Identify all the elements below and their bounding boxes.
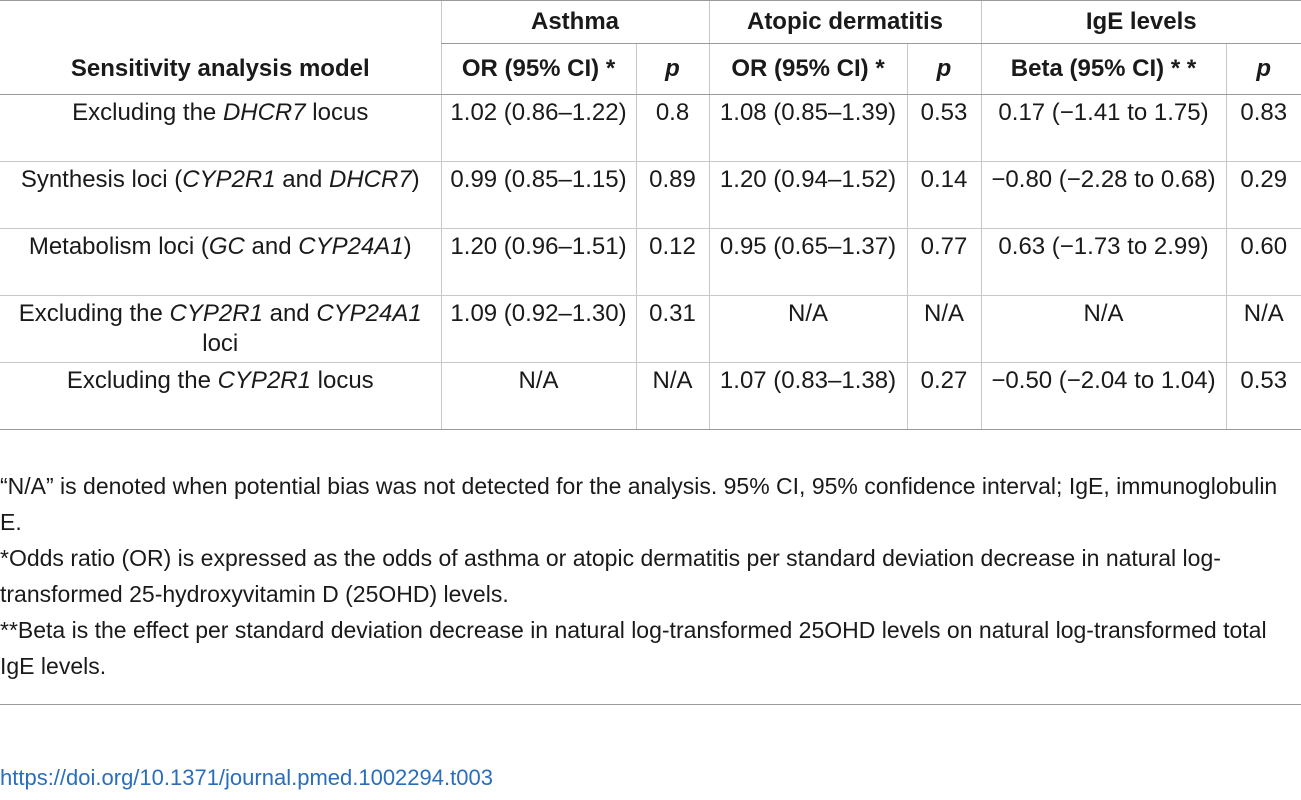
gene-name: CYP2R1: [182, 166, 276, 193]
column-header-model: Sensitivity analysis model: [0, 43, 441, 95]
model-text: and: [275, 166, 329, 193]
column-header-or-asthma: OR (95% CI) *: [440, 43, 636, 95]
or-atopic-cell: 1.20 (0.94–1.52): [708, 161, 907, 229]
p-asthma-cell: 0.89: [635, 161, 709, 229]
p-asthma-cell: N/A: [635, 362, 709, 430]
header-empty-cell: [0, 0, 441, 44]
gene-name: CYP2R1: [217, 367, 311, 394]
p-asthma-cell: 0.31: [635, 295, 709, 363]
model-text: loci: [202, 330, 239, 357]
group-header-row: Asthma Atopic dermatitis IgE levels: [0, 0, 1301, 44]
footnote-beta: **Beta is the effect per standard deviat…: [0, 617, 1267, 679]
model-text: Synthesis loci (: [20, 166, 183, 193]
p-ige-cell: 0.53: [1225, 362, 1301, 430]
table-container: Asthma Atopic dermatitis IgE levels Sens…: [0, 0, 1301, 430]
beta-ige-cell: 0.17 (−1.41 to 1.75): [980, 94, 1226, 162]
or-atopic-cell: 1.08 (0.85–1.39): [708, 94, 907, 162]
or-asthma-cell: 1.02 (0.86–1.22): [440, 94, 636, 162]
p-ige-cell: 0.29: [1225, 161, 1301, 229]
gene-name: DHCR7: [222, 99, 306, 126]
table-row: Metabolism loci (GC and CYP24A1) 1.20 (0…: [0, 228, 1301, 296]
table-row: Synthesis loci (CYP2R1 and DHCR7) 0.99 (…: [0, 161, 1301, 229]
p-atopic-cell: 0.53: [906, 94, 981, 162]
column-header-p-asthma: p: [635, 43, 709, 95]
p-atopic-cell: 0.77: [906, 228, 981, 296]
p-atopic-cell: 0.14: [906, 161, 981, 229]
model-text: locus: [305, 99, 369, 126]
gene-name: GC: [208, 233, 245, 260]
group-header-ige-levels: IgE levels: [980, 0, 1301, 44]
gene-name: CYP2R1: [169, 300, 263, 327]
table-row: Excluding the CYP2R1 locus N/A N/A 1.07 …: [0, 362, 1301, 430]
or-asthma-cell: N/A: [440, 362, 636, 430]
model-cell: Synthesis loci (CYP2R1 and DHCR7): [0, 161, 441, 229]
gene-name: CYP24A1: [316, 300, 422, 327]
beta-ige-cell: N/A: [980, 295, 1226, 363]
p-atopic-cell: 0.27: [906, 362, 981, 430]
table-row: Excluding the CYP2R1 and CYP24A1 loci 1.…: [0, 295, 1301, 363]
footnote-na: “N/A” is denoted when potential bias was…: [0, 473, 1278, 535]
gene-name: CYP24A1: [298, 233, 404, 260]
table-footnotes: “N/A” is denoted when potential bias was…: [0, 468, 1301, 705]
p-ige-cell: N/A: [1225, 295, 1301, 363]
model-text: and: [244, 233, 299, 260]
model-text: Metabolism loci (: [28, 233, 209, 260]
p-asthma-cell: 0.8: [635, 94, 709, 162]
model-cell: Excluding the DHCR7 locus: [0, 95, 441, 162]
column-header-beta-ige: Beta (95% CI) * *: [980, 43, 1226, 95]
p-ige-cell: 0.83: [1225, 94, 1301, 162]
or-atopic-cell: 0.95 (0.65–1.37): [708, 228, 907, 296]
footnote-odds-ratio: *Odds ratio (OR) is expressed as the odd…: [0, 545, 1221, 607]
group-header-asthma: Asthma: [440, 0, 709, 44]
column-header-p-atopic: p: [906, 43, 981, 95]
sensitivity-analysis-table: Asthma Atopic dermatitis IgE levels Sens…: [0, 0, 1301, 430]
column-header-row: Sensitivity analysis model OR (95% CI) *…: [0, 43, 1301, 95]
column-header-p-ige: p: [1225, 43, 1301, 95]
beta-ige-cell: 0.63 (−1.73 to 2.99): [980, 228, 1226, 296]
model-text: Excluding the: [18, 300, 170, 327]
beta-ige-cell: −0.80 (−2.28 to 0.68): [980, 161, 1226, 229]
model-text: ): [411, 166, 420, 193]
p-asthma-cell: 0.12: [635, 228, 709, 296]
or-asthma-cell: 0.99 (0.85–1.15): [440, 161, 636, 229]
p-ige-cell: 0.60: [1225, 228, 1301, 296]
model-cell: Excluding the CYP2R1 and CYP24A1 loci: [0, 295, 441, 363]
or-asthma-cell: 1.09 (0.92–1.30): [440, 295, 636, 363]
or-asthma-cell: 1.20 (0.96–1.51): [440, 228, 636, 296]
model-text: and: [262, 300, 317, 327]
model-text: Excluding the: [72, 99, 223, 126]
p-atopic-cell: N/A: [906, 295, 981, 363]
doi-link[interactable]: https://doi.org/10.1371/journal.pmed.100…: [0, 765, 493, 790]
table-row: Excluding the DHCR7 locus 1.02 (0.86–1.2…: [0, 94, 1301, 162]
model-text: locus: [310, 367, 374, 394]
column-header-or-atopic: OR (95% CI) *: [708, 43, 907, 95]
model-cell: Excluding the CYP2R1 locus: [0, 362, 441, 430]
model-text: ): [403, 233, 412, 260]
model-cell: Metabolism loci (GC and CYP24A1): [0, 228, 441, 296]
or-atopic-cell: N/A: [708, 295, 907, 363]
model-text: Excluding the: [66, 367, 218, 394]
or-atopic-cell: 1.07 (0.83–1.38): [708, 362, 907, 430]
beta-ige-cell: −0.50 (−2.04 to 1.04): [980, 362, 1226, 430]
gene-name: DHCR7: [328, 166, 412, 193]
group-header-atopic-dermatitis: Atopic dermatitis: [708, 0, 981, 44]
